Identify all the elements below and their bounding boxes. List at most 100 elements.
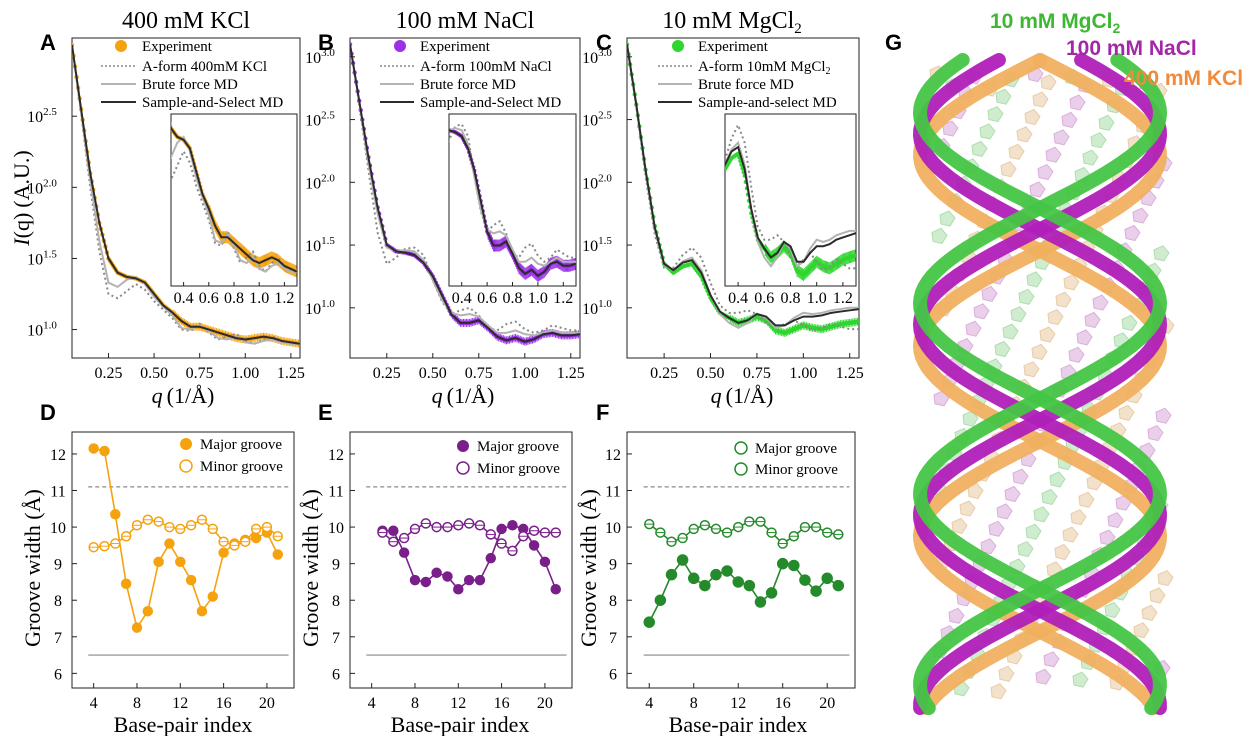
y-tick-label: 101.0 — [582, 298, 612, 318]
inset-x-tick-label: 0.8 — [781, 290, 801, 307]
helix-base-pentagon — [959, 500, 976, 517]
legend-major-marker — [457, 440, 469, 452]
major-groove-point — [665, 568, 678, 581]
panel-a-title: 400 mM KCl — [122, 8, 250, 34]
legend-experiment-label: Experiment — [142, 39, 213, 55]
legend-minor-label: Minor groove — [200, 459, 283, 475]
inset-x-tick-label: 1.2 — [833, 290, 853, 307]
helix-base-pentagon — [1118, 404, 1135, 421]
helix-base-pentagon — [1024, 108, 1041, 126]
helix-base-pentagon — [1054, 543, 1071, 561]
x-tick-label: 12 — [450, 695, 466, 712]
major-groove-point — [207, 591, 219, 602]
y-tick-label: 11 — [328, 484, 343, 501]
major-groove-point — [507, 520, 518, 531]
y-tick-label: 103.0 — [305, 47, 335, 67]
helix-backbone-ribbon — [912, 53, 1168, 715]
x-tick-label: 0.25 — [94, 365, 122, 382]
inset-x-tick-label: 0.4 — [452, 290, 472, 307]
inset-x-tick-label: 0.6 — [199, 290, 219, 307]
inset-x-tick-label: 1.2 — [553, 290, 573, 307]
helix-base-pentagon — [1047, 308, 1064, 326]
panel-a-xlabel: q (1/Å) — [152, 383, 215, 408]
panel-b-xlabel: q (1/Å) — [432, 383, 495, 408]
panel-b-legend: Experiment A-form 100mM NaCl Brute force… — [380, 39, 561, 111]
helix-base-pentagon — [1157, 569, 1174, 587]
major-groove-point — [799, 574, 811, 586]
helix-base-pentagon — [1153, 245, 1170, 262]
helix-base-pentagon — [995, 88, 1012, 105]
x-tick-label: 12 — [172, 695, 188, 712]
y-tick-label: 101.0 — [305, 298, 335, 318]
major-groove-point — [643, 616, 655, 628]
panel-c-axes-frame — [626, 37, 860, 359]
inset-experiment-point — [167, 117, 171, 121]
x-tick-label: 1.00 — [231, 365, 259, 382]
groove-axes-frame — [71, 431, 295, 689]
x-tick-label: 4 — [90, 695, 98, 712]
helix-base-pentagon — [939, 210, 956, 227]
helix-base-pentagon — [1016, 126, 1033, 143]
major-groove-point — [453, 584, 464, 595]
major-groove-point — [496, 523, 507, 535]
y-tick-label: 101.5 — [27, 248, 57, 268]
helix-base-pentagon — [1092, 294, 1109, 311]
helix-base-pentagon — [1018, 288, 1035, 305]
helix-base-pentagon — [1069, 94, 1086, 111]
x-tick-label: 4 — [645, 695, 653, 712]
helix-base-pentagon — [1082, 149, 1099, 166]
inset-experiment-point — [166, 112, 170, 116]
panel-f-xlabel: Base-pair index — [669, 712, 808, 736]
panel-f-ylabel: Groove width (Å) — [576, 489, 601, 647]
legend-major-label: Major groove — [477, 439, 559, 455]
helix-base-pentagon — [981, 285, 998, 302]
helix-base-pentagon — [1090, 132, 1107, 149]
helix-base-pentagon — [1031, 343, 1048, 360]
panel-b-inset-plot — [430, 3, 576, 282]
legend-sample-label: Sample-and-Select MD — [420, 95, 561, 111]
series-line-3 — [350, 44, 580, 343]
helix-base-pentagon — [967, 482, 984, 500]
major-groove-point — [676, 554, 689, 566]
x-tick-label: 12 — [730, 695, 746, 712]
inset-experiment-point — [719, 157, 723, 161]
x-tick-label: 4 — [368, 695, 376, 712]
series-line-3 — [72, 44, 300, 345]
major-groove-point — [131, 622, 143, 633]
inset-experiment-point — [430, 3, 434, 7]
helix-base-pentagon — [988, 520, 1005, 537]
major-groove-point — [99, 445, 110, 457]
y-tick-label: 7 — [609, 630, 617, 647]
panel-a-plot-area — [72, 42, 300, 348]
y-tick-label: 10 — [605, 520, 621, 537]
panel-d-xlabel: Base-pair index — [114, 712, 253, 736]
helix-base-pentagon — [1025, 523, 1042, 540]
y-tick-label: 11 — [50, 484, 65, 501]
helix-base-pentagon — [1002, 323, 1019, 340]
x-tick-label: 0.75 — [743, 365, 771, 382]
x-tick-label: 20 — [537, 695, 553, 712]
helix-base-pentagon — [948, 607, 965, 624]
major-groove-point — [420, 576, 432, 588]
major-groove-point — [185, 574, 197, 586]
major-groove-point — [431, 567, 442, 579]
panel-letter-d: D — [40, 400, 56, 425]
major-groove-point — [442, 571, 453, 582]
legend-sample-label: Sample-and-select MD — [698, 95, 837, 111]
inset-series-line-1 — [725, 122, 856, 272]
helix-base-pentagon — [1149, 587, 1166, 604]
major-groove-point — [474, 574, 486, 586]
legend-minor-marker — [734, 462, 748, 476]
helix-base-pentagon — [1041, 488, 1058, 505]
x-tick-label: 0.50 — [697, 365, 725, 382]
inset-x-tick-label: 0.8 — [224, 290, 244, 307]
helix-base-pentagon — [987, 105, 1004, 123]
major-groove-point — [153, 556, 164, 568]
legend-aform-label: A-form 400mM KCl — [142, 59, 267, 75]
helix-base-pentagon — [1155, 407, 1172, 424]
legend-aform-label: A-form 10mM MgCl2 — [698, 59, 831, 77]
y-tick-label: 10 — [328, 520, 344, 537]
helix-base-pentagon — [1045, 146, 1062, 163]
panel-a-legend: Experiment A-form 400mM KCl Brute force … — [101, 39, 283, 111]
inset-x-tick-label: 1.2 — [274, 290, 294, 307]
